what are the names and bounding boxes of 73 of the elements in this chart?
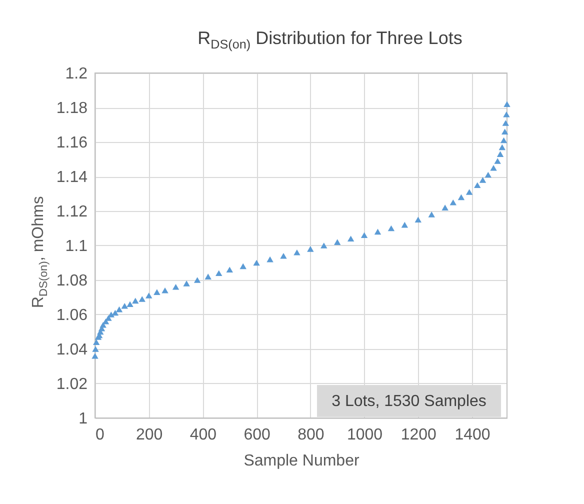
point: [266, 256, 274, 262]
x-tick-label: 0: [96, 426, 104, 444]
point: [240, 263, 246, 270]
point: [112, 310, 119, 316]
y-tick-label: 1.14: [56, 169, 88, 186]
point: [154, 289, 160, 295]
y-tick-label: 1.12: [56, 204, 88, 220]
point: [253, 260, 260, 266]
point: [498, 144, 506, 150]
point: [479, 177, 486, 183]
point: [172, 284, 180, 290]
point: [92, 346, 99, 352]
point: [126, 301, 134, 308]
x-tick-label: 200: [136, 426, 163, 444]
x-tick-label: 1400: [454, 426, 490, 444]
point: [204, 274, 212, 280]
point: [108, 312, 115, 318]
point: [183, 280, 190, 286]
point: [502, 120, 510, 126]
y-tick-label: 1.02: [56, 376, 88, 393]
point: [226, 266, 233, 273]
y-tick-label: 1.08: [56, 272, 88, 290]
point: [484, 172, 492, 178]
point: [414, 216, 422, 223]
point: [374, 228, 382, 235]
point: [100, 322, 106, 328]
point: [347, 236, 354, 242]
point: [501, 128, 508, 135]
point: [320, 242, 328, 248]
point: [504, 101, 510, 107]
y-tick-label: 1.04: [56, 342, 88, 358]
point: [466, 189, 473, 195]
point: [294, 249, 300, 256]
point: [458, 194, 465, 200]
point: [146, 292, 152, 298]
point: [138, 296, 146, 302]
y-tick-label: 1.06: [56, 307, 88, 324]
point: [307, 246, 314, 252]
point: [474, 182, 481, 188]
point: [490, 164, 497, 171]
point: [216, 270, 222, 276]
point: [132, 298, 139, 304]
point: [194, 277, 201, 283]
point: [92, 352, 98, 359]
point: [360, 232, 368, 238]
point: [500, 137, 508, 144]
x-tick-label: 600: [244, 426, 271, 444]
point: [334, 239, 341, 245]
x-tick-label: 800: [298, 426, 324, 444]
point: [121, 302, 128, 309]
point: [401, 222, 408, 228]
point: [92, 339, 100, 346]
y-tick-label: 1.16: [56, 134, 88, 152]
point: [428, 212, 435, 218]
point: [450, 199, 456, 206]
point: [442, 204, 448, 210]
y-tick-label: 1.18: [56, 100, 88, 117]
x-tick-label: 1000: [346, 426, 383, 444]
y-tick-label: 1.2: [65, 66, 88, 82]
point: [388, 225, 395, 232]
point: [494, 158, 501, 164]
x-tick-label: 400: [190, 426, 217, 444]
point: [116, 306, 123, 312]
point: [496, 151, 504, 157]
chart-title: R$_{DS(on)}$ Distribution for Three Lots: [196, 28, 464, 52]
y-tick-label: 1.1: [65, 238, 88, 255]
point: [503, 111, 510, 118]
point: [162, 287, 168, 294]
annotation: 3 Lots, 1530 Samples: [332, 393, 486, 410]
x-axis-title: Sample Number: [244, 452, 360, 470]
x-tick-label: 1200: [400, 426, 437, 444]
y-tick-label: 1: [78, 410, 88, 428]
point: [280, 252, 287, 259]
